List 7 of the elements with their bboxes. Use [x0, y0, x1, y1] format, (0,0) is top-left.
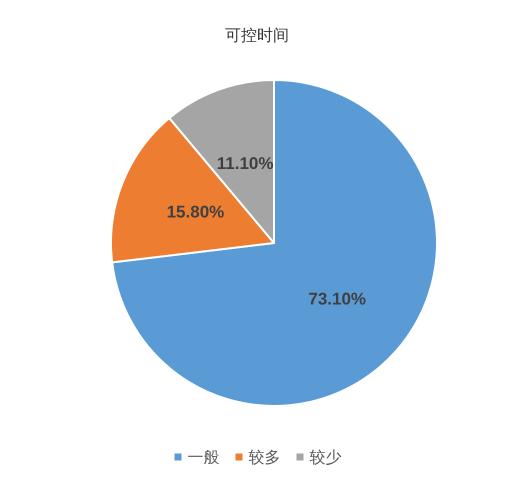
data-label: 11.10% [216, 154, 274, 174]
chart-title: 可控时间 [225, 26, 289, 44]
data-label: 73.10% [308, 290, 366, 309]
legend-label: 较多 [248, 448, 280, 466]
legend-label: 一般 [188, 448, 220, 466]
data-label: 15.80% [166, 202, 224, 222]
legend-label: 较少 [310, 448, 342, 466]
